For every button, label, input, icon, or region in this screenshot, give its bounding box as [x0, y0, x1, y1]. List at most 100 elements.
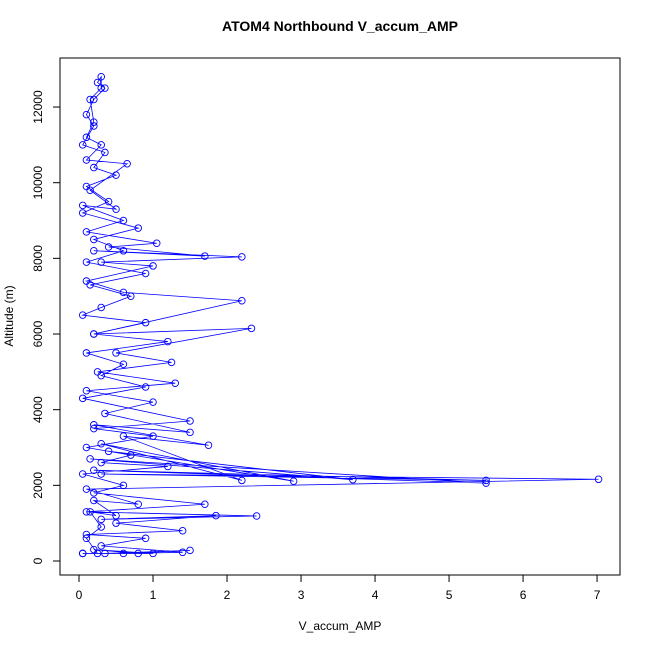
- data-point: [101, 84, 109, 92]
- data-point: [90, 122, 98, 130]
- data-point: [90, 95, 98, 104]
- data-point: [349, 475, 357, 484]
- data-point: [112, 171, 120, 179]
- data-point: [97, 458, 105, 467]
- data-point: [82, 133, 91, 142]
- data-point: [78, 549, 87, 558]
- data-point: [119, 549, 128, 558]
- data-point: [238, 476, 246, 485]
- data-point: [82, 387, 91, 395]
- data-point: [201, 500, 209, 509]
- data-point: [178, 526, 187, 535]
- data-point: [167, 358, 176, 367]
- data-point: [112, 511, 120, 520]
- y-tick-label: 4000: [31, 396, 45, 423]
- data-point: [82, 485, 91, 493]
- data-point: [90, 545, 98, 554]
- data-point: [247, 324, 256, 333]
- x-tick-label: 6: [520, 588, 527, 602]
- data-point: [97, 84, 105, 92]
- y-axis-label: Altitude (m): [2, 285, 16, 346]
- data-point: [119, 216, 128, 225]
- data-point: [119, 288, 128, 297]
- data-point: [78, 311, 87, 319]
- data-point: [594, 475, 603, 484]
- data-point: [119, 360, 128, 369]
- x-tick-label: 2: [224, 588, 231, 602]
- x-tick-label: 0: [76, 588, 83, 602]
- y-tick-label: 2000: [31, 472, 45, 499]
- data-point: [201, 252, 209, 260]
- x-tick-label: 7: [594, 588, 601, 602]
- data-point: [97, 523, 105, 531]
- data-point: [93, 78, 102, 87]
- y-tick-label: 6000: [31, 320, 45, 347]
- data-point: [149, 398, 157, 406]
- x-tick-label: 1: [150, 588, 157, 602]
- data-point: [134, 549, 142, 558]
- data-point: [123, 160, 131, 168]
- data-point: [82, 156, 91, 164]
- data-point: [164, 462, 172, 471]
- data-point: [90, 330, 98, 338]
- data-point: [97, 73, 105, 81]
- data-point: [86, 508, 94, 516]
- data-point: [97, 542, 105, 550]
- x-tick-label: 5: [446, 588, 453, 602]
- data-point: [101, 148, 109, 157]
- data-point: [104, 447, 113, 456]
- data-point: [90, 118, 98, 126]
- data-point: [204, 441, 213, 449]
- data-point: [212, 511, 220, 520]
- data-point: [82, 228, 91, 236]
- data-point: [141, 383, 150, 391]
- data-point: [112, 519, 120, 527]
- data-point: [141, 318, 150, 327]
- data-point: [86, 95, 94, 104]
- data-point: [78, 470, 87, 478]
- data-point: [86, 455, 94, 463]
- data-point: [78, 201, 87, 210]
- data-point: [101, 549, 109, 558]
- data-point: [90, 235, 98, 244]
- data-point: [90, 466, 98, 474]
- data-point: [482, 479, 490, 487]
- data-point: [149, 262, 157, 270]
- data-point: [104, 243, 113, 251]
- data-point: [90, 163, 98, 172]
- data-point: [90, 247, 98, 255]
- data-point: [112, 349, 120, 357]
- data-point: [82, 443, 91, 452]
- data-point: [82, 349, 91, 357]
- data-point: [104, 197, 113, 206]
- x-tick-label: 4: [372, 588, 379, 602]
- x-axis-label: V_accum_AMP: [299, 619, 382, 633]
- data-point: [97, 141, 105, 149]
- data-point: [97, 470, 105, 478]
- data-point: [289, 477, 298, 485]
- data-point: [127, 292, 135, 300]
- data-point: [119, 481, 128, 490]
- y-tick-label: 0: [31, 557, 45, 564]
- y-tick-label: 10000: [31, 166, 45, 200]
- data-point: [97, 258, 105, 266]
- data-point: [90, 489, 98, 497]
- data-point: [134, 500, 142, 509]
- data-point: [82, 530, 91, 539]
- data-point: [97, 371, 105, 380]
- data-point: [82, 110, 91, 119]
- data-point: [186, 546, 194, 555]
- data-point: [86, 281, 94, 289]
- data-point: [78, 141, 87, 149]
- data-point: [90, 421, 98, 429]
- data-point: [119, 432, 128, 440]
- data-point: [141, 269, 150, 278]
- data-point: [78, 209, 87, 217]
- data-point: [178, 548, 187, 557]
- data-point: [152, 239, 161, 247]
- data-point: [238, 296, 246, 305]
- data-point: [82, 182, 91, 191]
- data-point: [164, 337, 172, 346]
